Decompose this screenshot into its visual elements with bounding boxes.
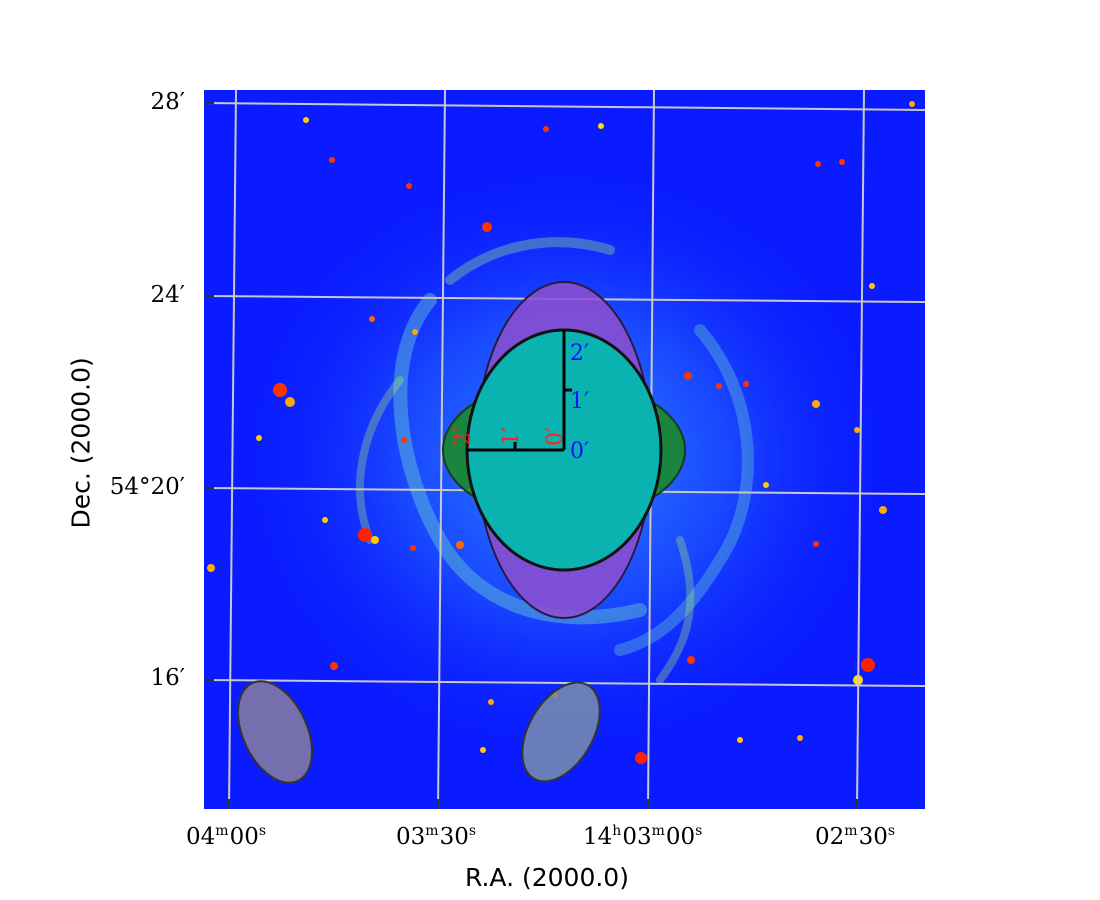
ra-tick-minutes: 03: [622, 824, 652, 850]
axis-ticks: [204, 102, 858, 809]
blue-label-1: 1′: [570, 389, 589, 414]
ra-tick-02m30s: 02m30s: [815, 823, 896, 850]
blue-label-0: 0′: [570, 439, 589, 464]
ra-tick-seconds: 30: [858, 824, 888, 850]
beam-ellipse-left: [237, 680, 313, 784]
red-scale-labels: 0′ 1′ 2′: [451, 427, 568, 446]
dec-tick-24: 24′: [150, 282, 186, 308]
ra-tick-14h03m00s: 14h03m00s: [583, 823, 703, 850]
dec-tick-16: 16′: [150, 665, 186, 691]
dec-tick-54-20: 54°20′: [109, 474, 185, 500]
blue-scale-labels: 0′ 1′ 2′: [570, 341, 589, 464]
red-label-0: 0′: [543, 427, 568, 446]
ra-tick-seconds: 30: [439, 824, 469, 850]
scale-bars: [467, 330, 572, 452]
beam-ellipse-center: [521, 681, 601, 783]
ra-tick-seconds: 00: [229, 824, 259, 850]
ra-tick-03m30s: 03m30s: [396, 823, 477, 850]
ra-tick-hours: 14: [583, 824, 613, 850]
y-axis-title: Dec. (2000.0): [66, 357, 96, 529]
ra-tick-minutes: 02: [815, 824, 845, 850]
ra-tick-minutes: 04: [186, 824, 216, 850]
red-label-1: 1′: [499, 427, 524, 446]
dec-tick-28: 28′: [150, 89, 186, 115]
ra-tick-minutes: 03: [396, 824, 426, 850]
blue-label-2: 2′: [570, 341, 589, 366]
red-label-2: 2′: [451, 427, 476, 446]
star-field: [207, 101, 915, 764]
x-axis-title: R.A. (2000.0): [465, 863, 629, 892]
ra-tick-04m00s: 04m00s: [186, 823, 267, 850]
ra-tick-seconds: 00: [665, 824, 696, 850]
